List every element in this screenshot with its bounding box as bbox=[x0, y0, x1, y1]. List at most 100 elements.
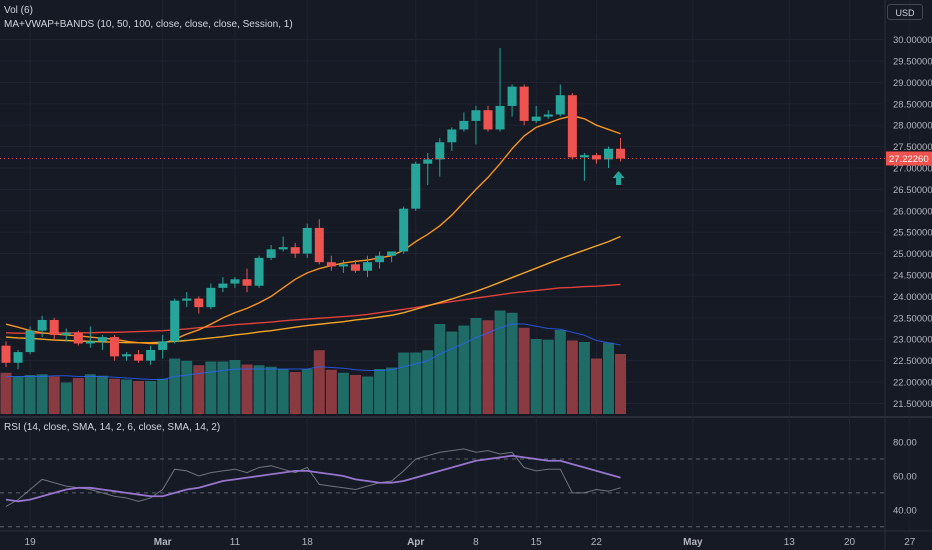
volume-bar bbox=[193, 365, 205, 414]
candle-body bbox=[387, 251, 397, 256]
candle-body bbox=[591, 155, 601, 160]
candle-body bbox=[579, 155, 589, 158]
candle-body bbox=[230, 279, 240, 284]
candle-body bbox=[616, 148, 626, 159]
candle-body bbox=[483, 110, 493, 130]
volume-bar bbox=[349, 375, 361, 414]
volume-bar bbox=[422, 350, 434, 414]
candle-body bbox=[182, 298, 192, 301]
volume-bar bbox=[301, 369, 313, 414]
price-tick-label: 24.00000 bbox=[893, 292, 932, 303]
time-tick-label: Mar bbox=[154, 537, 172, 548]
candle-body bbox=[531, 116, 541, 121]
price-tick-label: 29.00000 bbox=[893, 78, 932, 89]
rsi-tick-label: 60.00 bbox=[893, 471, 917, 482]
rsi-tick-label: 40.00 bbox=[893, 505, 917, 516]
ma-indicator-label: MA+VWAP+BANDS (10, 50, 100, close, close… bbox=[4, 19, 293, 30]
candle-body bbox=[507, 86, 517, 106]
volume-bar bbox=[374, 369, 386, 414]
volume-bar bbox=[337, 372, 349, 414]
ma-50-line bbox=[5, 235, 621, 344]
volume-bar bbox=[72, 378, 84, 414]
price-tick-label: 26.50000 bbox=[893, 185, 932, 196]
candle-body bbox=[435, 142, 445, 160]
volume-bar bbox=[229, 360, 241, 414]
candle-body bbox=[411, 163, 421, 209]
price-tick-label: 23.50000 bbox=[893, 313, 932, 324]
volume-bar bbox=[36, 374, 48, 414]
volume-bar bbox=[470, 318, 482, 414]
volume-bar bbox=[482, 320, 494, 414]
candle-body bbox=[266, 249, 276, 258]
candle-body bbox=[194, 298, 204, 308]
candle-body bbox=[1, 345, 11, 363]
candle-body bbox=[158, 341, 168, 350]
volume-bar bbox=[494, 310, 506, 414]
time-tick-label: 8 bbox=[473, 537, 479, 548]
volume-bar bbox=[386, 367, 398, 414]
volume-bar bbox=[530, 339, 542, 414]
volume-bar bbox=[253, 365, 265, 414]
volume-bar bbox=[566, 340, 578, 414]
ma-100-line bbox=[5, 283, 621, 334]
candle-body bbox=[85, 341, 95, 344]
price-tick-label: 29.50000 bbox=[893, 56, 932, 67]
rsi-ma-line bbox=[5, 454, 621, 503]
candle-body bbox=[218, 283, 228, 288]
volume-bar bbox=[434, 324, 446, 414]
candle-body bbox=[447, 129, 457, 143]
price-tick-label: 22.50000 bbox=[893, 356, 932, 367]
volume-bar bbox=[12, 376, 24, 414]
volume-bar bbox=[615, 354, 627, 414]
rsi-pane: 80.00 60.00 40.00 bbox=[0, 438, 917, 528]
volume-bar bbox=[446, 331, 458, 414]
price-tick-label: 28.00000 bbox=[893, 121, 932, 132]
candle-body bbox=[97, 337, 107, 342]
volume-bar bbox=[145, 381, 157, 414]
candle-body bbox=[109, 337, 119, 357]
volume-bar bbox=[410, 352, 422, 414]
candle-body bbox=[495, 105, 505, 130]
volume-bar bbox=[121, 379, 132, 414]
candle-body bbox=[326, 262, 336, 267]
candle-body bbox=[73, 332, 83, 344]
candle-body bbox=[122, 354, 131, 357]
rsi-tick-label: 80.00 bbox=[893, 438, 917, 449]
volume-bar bbox=[108, 378, 120, 414]
volume-bar bbox=[578, 342, 590, 414]
price-tick-label: 25.00000 bbox=[893, 249, 932, 260]
candle-body bbox=[338, 264, 348, 267]
price-tick-label: 28.50000 bbox=[893, 99, 932, 110]
price-tick-label: 25.50000 bbox=[893, 228, 932, 239]
currency-button[interactable]: USD bbox=[887, 4, 923, 20]
up-arrow-icon bbox=[612, 171, 625, 185]
candle-body bbox=[399, 208, 409, 252]
time-tick-label: 27 bbox=[904, 537, 916, 548]
time-tick-label: May bbox=[683, 537, 703, 548]
time-tick-label: 22 bbox=[591, 537, 603, 548]
signal-marks: 27.22260 bbox=[0, 151, 932, 185]
volume-ma-line bbox=[6, 323, 621, 380]
candle-body bbox=[25, 330, 35, 353]
price-tick-label: 22.00000 bbox=[893, 378, 932, 389]
volume-bar bbox=[169, 358, 181, 414]
candle-body bbox=[363, 262, 372, 271]
candle-body bbox=[254, 257, 264, 286]
price-tick-label: 27.50000 bbox=[893, 142, 932, 153]
volume-bar bbox=[554, 330, 566, 414]
price-tick-label: 27.00000 bbox=[893, 163, 932, 174]
volume-bar bbox=[84, 374, 96, 414]
candle-body bbox=[290, 247, 300, 254]
candle-body bbox=[206, 287, 216, 308]
volume-bar bbox=[603, 342, 614, 414]
volume-bars bbox=[0, 310, 627, 414]
candle-body bbox=[302, 227, 312, 254]
volume-bar bbox=[590, 358, 602, 414]
candle-body bbox=[134, 354, 144, 361]
candle-body bbox=[278, 247, 288, 250]
volume-bar bbox=[289, 372, 301, 414]
time-tick-label: Apr bbox=[407, 537, 424, 548]
candle-body bbox=[61, 332, 71, 335]
time-tick-label: 15 bbox=[531, 537, 543, 548]
